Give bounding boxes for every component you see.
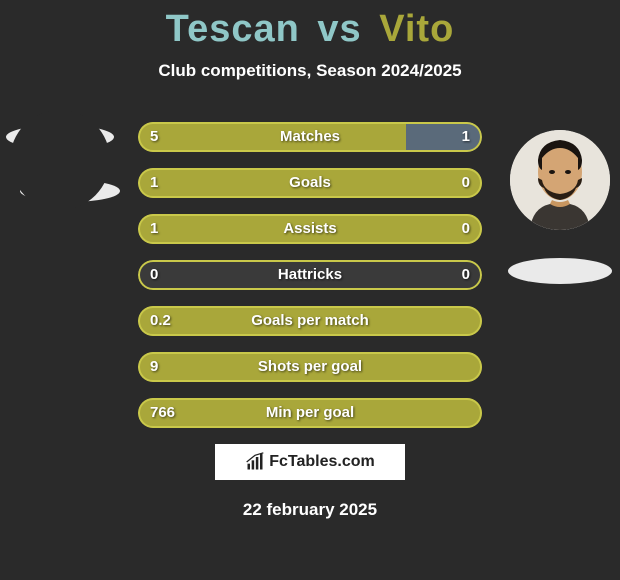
bar-label: Hattricks xyxy=(138,260,482,290)
logo-text: FcTables.com xyxy=(269,453,375,471)
player1-name: Tescan xyxy=(166,8,300,50)
bar-label: Shots per goal xyxy=(138,352,482,382)
stat-bar-row: 10Goals xyxy=(138,168,482,198)
player2-name: Vito xyxy=(379,8,454,50)
bar-label: Goals xyxy=(138,168,482,198)
avatar-right-shadow xyxy=(508,258,612,284)
bar-label: Matches xyxy=(138,122,482,152)
stat-bar-row: 766Min per goal xyxy=(138,398,482,428)
stat-bar-row: 9Shots per goal xyxy=(138,352,482,382)
stat-bar-row: 10Assists xyxy=(138,214,482,244)
stat-bars: 51Matches 10Goals 10Assists 00Hattricks 0.2G… xyxy=(138,122,482,444)
stat-bar-row: 0.2Goals per match xyxy=(138,306,482,336)
player1-avatar xyxy=(10,110,110,210)
bar-label: Assists xyxy=(138,214,482,244)
stat-bar-row: 51Matches xyxy=(138,122,482,152)
comparison-title: Tescan vs Vito xyxy=(0,0,620,51)
bar-label: Goals per match xyxy=(138,306,482,336)
date: 22 february 2025 xyxy=(0,500,620,520)
player2-avatar xyxy=(510,130,610,230)
chart-icon xyxy=(245,452,265,472)
vs-label: vs xyxy=(317,8,361,50)
player2-avatar-image xyxy=(510,130,610,230)
bar-label: Min per goal xyxy=(138,398,482,428)
stat-bar-row: 00Hattricks xyxy=(138,260,482,290)
subtitle: Club competitions, Season 2024/2025 xyxy=(0,61,620,81)
fctables-logo: FcTables.com xyxy=(215,444,405,480)
